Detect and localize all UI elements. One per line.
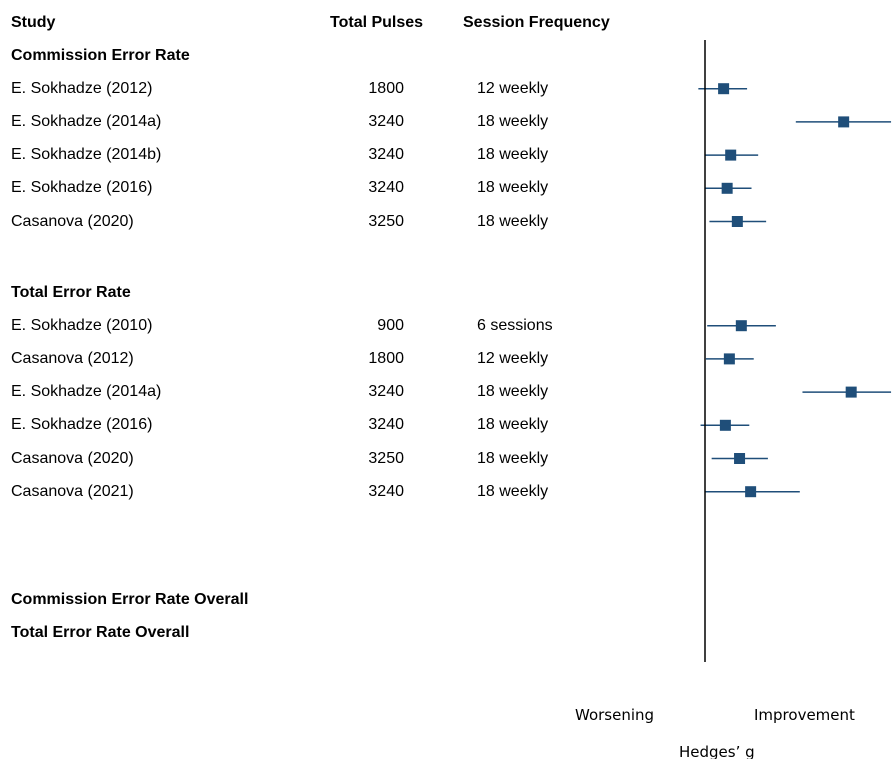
study-session-frequency: 18 weekly bbox=[477, 212, 549, 230]
study-total-pulses: 900 bbox=[377, 316, 404, 334]
study-name: Casanova (2020) bbox=[11, 212, 134, 230]
study-total-pulses: 3250 bbox=[368, 212, 404, 230]
study-total-pulses: 3240 bbox=[368, 112, 404, 130]
group-label: Total Error Rate bbox=[11, 283, 131, 301]
study-total-pulses: 3240 bbox=[368, 179, 404, 197]
effect-size-marker bbox=[845, 386, 857, 398]
study-name: E. Sokhadze (2014b) bbox=[11, 146, 162, 164]
study-name: Casanova (2012) bbox=[11, 349, 134, 367]
effect-size-marker bbox=[719, 419, 731, 431]
effect-size-marker bbox=[745, 486, 757, 498]
study-session-frequency: 18 weekly bbox=[477, 449, 549, 467]
study-session-frequency: 18 weekly bbox=[477, 146, 549, 164]
effect-size-marker bbox=[725, 149, 737, 161]
study-name: E. Sokhadze (2012) bbox=[11, 79, 153, 97]
study-name: E. Sokhadze (2014a) bbox=[11, 112, 162, 130]
study-name: Casanova (2021) bbox=[11, 482, 134, 500]
study-total-pulses: 3240 bbox=[368, 482, 404, 500]
study-session-frequency: 18 weekly bbox=[477, 179, 549, 197]
study-total-pulses: 1800 bbox=[368, 79, 404, 97]
study-total-pulses: 3250 bbox=[368, 449, 404, 467]
group-label: Commission Error Rate bbox=[11, 46, 190, 64]
study-total-pulses: 1800 bbox=[368, 349, 404, 367]
study-name: E. Sokhadze (2014a) bbox=[11, 383, 162, 401]
study-name: E. Sokhadze (2010) bbox=[11, 316, 153, 334]
study-session-frequency: 18 weekly bbox=[477, 383, 549, 401]
effect-size-marker bbox=[735, 320, 747, 332]
study-total-pulses: 3240 bbox=[368, 383, 404, 401]
effect-size-marker bbox=[838, 116, 850, 128]
study-session-frequency: 12 weekly bbox=[477, 349, 549, 367]
direction-label-worsening: Worsening bbox=[575, 706, 655, 724]
study-session-frequency: 6 sessions bbox=[477, 316, 553, 334]
overall-label: Total Error Rate Overall bbox=[11, 623, 190, 641]
header-session-frequency: Session Frequency bbox=[463, 14, 610, 31]
effect-size-marker bbox=[718, 83, 730, 95]
overall-label: Commission Error Rate Overall bbox=[11, 590, 249, 608]
direction-label-improvement: Improvement bbox=[754, 706, 855, 724]
header-total-pulses: Total Pulses bbox=[330, 14, 424, 31]
effect-size-marker bbox=[734, 453, 746, 464]
study-total-pulses: 3240 bbox=[368, 416, 404, 434]
x-axis-label: Hedges’ g bbox=[679, 743, 755, 759]
study-session-frequency: 18 weekly bbox=[477, 112, 549, 130]
study-name: Casanova (2020) bbox=[11, 449, 134, 467]
effect-size-marker bbox=[731, 216, 743, 227]
study-name: E. Sokhadze (2016) bbox=[11, 179, 153, 197]
effect-size-marker bbox=[721, 182, 733, 194]
header-study: Study bbox=[11, 14, 56, 31]
study-name: E. Sokhadze (2016) bbox=[11, 416, 153, 434]
study-session-frequency: 18 weekly bbox=[477, 416, 549, 434]
study-total-pulses: 3240 bbox=[368, 146, 404, 164]
effect-size-marker bbox=[723, 353, 735, 365]
study-session-frequency: 18 weekly bbox=[477, 482, 549, 500]
study-session-frequency: 12 weekly bbox=[477, 79, 549, 97]
